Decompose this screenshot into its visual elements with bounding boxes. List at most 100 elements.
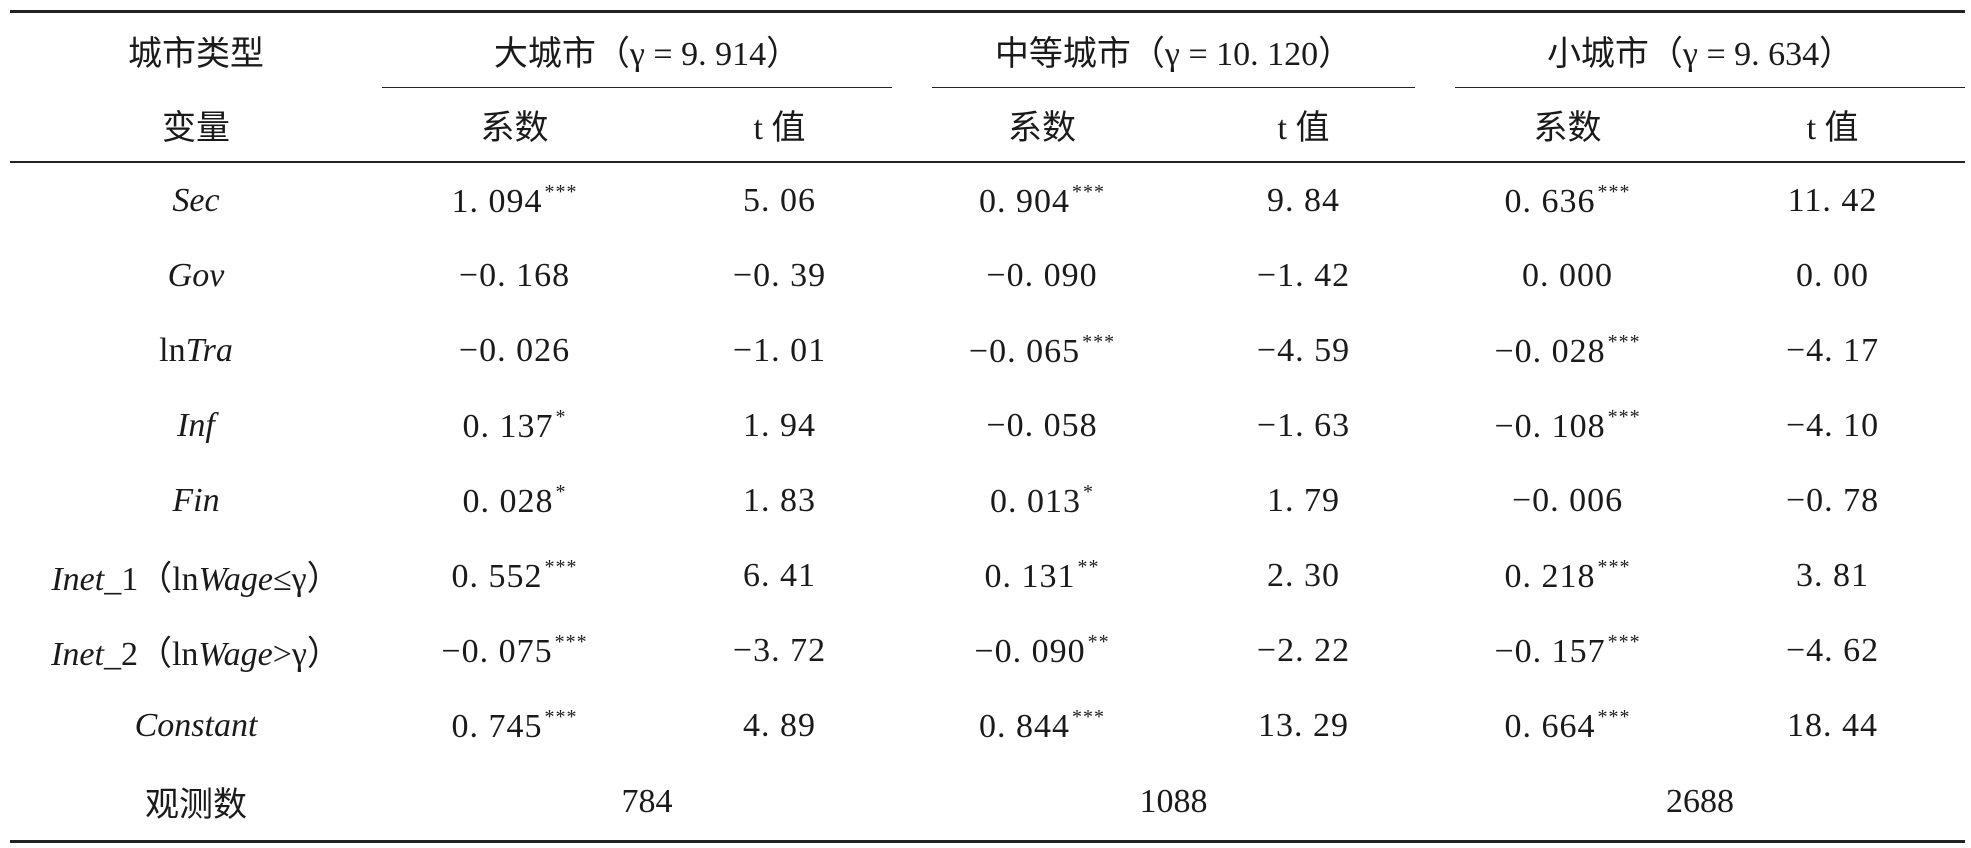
- coefficient-cell: −0. 075 ***: [382, 613, 647, 688]
- significance-stars: ***: [1607, 630, 1641, 653]
- variable-name-part: Tra: [185, 331, 233, 369]
- t-value-cell: −2. 22: [1256, 631, 1351, 669]
- table-row: Constant 0. 745 *** 4. 89 0. 844 *** 13. 29 0. …: [10, 688, 1965, 763]
- coefficient-value: 0. 028: [462, 482, 554, 520]
- variable-name-part: Fin: [172, 481, 220, 519]
- coef-header: 系数: [1435, 88, 1701, 163]
- coefficient-cell: −0. 065 ***: [912, 313, 1172, 388]
- coefficient-value: −0. 058: [986, 406, 1098, 444]
- significance-stars: ***: [1082, 330, 1116, 353]
- header-row-groups: 城市类型 大城市（γ = 9. 914） 中等城市（γ = 10. 120） 小…: [10, 10, 1966, 89]
- coefficient-value: −0. 065: [968, 332, 1081, 370]
- variable-name-part: Wage: [198, 636, 273, 673]
- t-value-cell: 1. 94: [743, 406, 816, 444]
- variable-name-part: ln: [159, 331, 186, 369]
- coefficient-value: −0. 168: [458, 256, 571, 294]
- observations-small-city: 2688: [1435, 763, 1966, 843]
- coefficient-value: −0. 090: [974, 632, 1086, 670]
- t-value-cell: −4. 10: [1785, 406, 1880, 444]
- group-header-large-city: 大城市（γ = 9. 914）: [382, 10, 913, 89]
- coefficient-cell: −0. 058: [912, 388, 1172, 463]
- coefficient-cell: −0. 108 ***: [1435, 388, 1700, 463]
- variable-name: Inf: [10, 388, 382, 463]
- coefficient-value: 0. 745: [451, 707, 543, 745]
- group-gamma: （γ = 10. 120）: [1130, 36, 1353, 73]
- variable-name-part: >γ）: [272, 636, 341, 673]
- coefficient-value: 0. 664: [1504, 707, 1596, 745]
- t-value-cell: 0. 00: [1796, 256, 1870, 294]
- coefficient-value: 0. 844: [979, 707, 1071, 745]
- variable-header: 变量: [10, 88, 382, 163]
- variable-name-part: Constant: [134, 706, 258, 744]
- variable-name-part: Gov: [167, 256, 225, 294]
- variable-name-part: ≤γ）: [272, 561, 341, 598]
- coefficient-value: −0. 006: [1511, 481, 1624, 519]
- coefficient-cell: −0. 157 ***: [1435, 613, 1700, 688]
- coefficient-value: −0. 026: [458, 331, 571, 369]
- significance-stars: ***: [544, 555, 578, 578]
- coefficient-cell: 0. 904 ***: [912, 162, 1172, 238]
- significance-stars: ***: [554, 630, 588, 653]
- t-value-cell: 4. 89: [743, 706, 816, 744]
- t-value-cell: 11. 42: [1787, 181, 1878, 219]
- variable-name-part: Inet: [51, 636, 104, 673]
- variable-name: lnTra: [10, 313, 382, 388]
- t-value-cell: 1. 83: [743, 481, 816, 519]
- observations-label: 观测数: [10, 763, 382, 843]
- observations-large-city: 784: [382, 763, 913, 843]
- t-value-cell: 5. 06: [743, 181, 816, 219]
- t-value-cell: 18. 44: [1787, 706, 1879, 744]
- coefficient-cell: 0. 131 **: [912, 538, 1172, 613]
- significance-stars: ***: [1072, 180, 1106, 203]
- table-row: Inf 0. 137 * 1. 94 −0. 058 −1. 63 −0. 108 *** −4…: [10, 388, 1965, 463]
- t-value-cell: 3. 81: [1796, 556, 1870, 594]
- coefficient-value: −0. 157: [1494, 632, 1606, 670]
- variable-name-part: Inf: [177, 406, 215, 444]
- significance-stars: ***: [1607, 405, 1641, 428]
- significance-stars: *: [555, 405, 567, 428]
- significance-stars: **: [1087, 630, 1110, 653]
- coefficient-value: 0. 137: [462, 407, 554, 445]
- variable-name: Sec: [10, 162, 382, 238]
- group-gamma: （γ = 9. 914）: [595, 36, 801, 73]
- coef-header: 系数: [382, 88, 647, 163]
- coefficient-cell: 0. 636 ***: [1435, 162, 1700, 238]
- coefficient-value: −0. 108: [1494, 407, 1606, 445]
- tval-header: t 值: [1172, 88, 1436, 163]
- group-name: 中等城市: [994, 36, 1131, 73]
- coef-header: 系数: [912, 88, 1173, 163]
- t-value-cell: −0. 39: [732, 256, 827, 294]
- coefficient-cell: −0. 026: [382, 313, 647, 388]
- variable-name: Constant: [10, 688, 382, 763]
- coefficient-value: 0. 000: [1522, 256, 1614, 294]
- observations-medium-city: 1088: [912, 763, 1436, 843]
- group-header-medium-city: 中等城市（γ = 10. 120）: [912, 10, 1436, 89]
- coefficient-value: 0. 131: [984, 557, 1076, 595]
- coefficient-cell: −0. 006: [1435, 463, 1700, 538]
- coefficient-cell: 0. 028 *: [382, 463, 647, 538]
- coefficient-cell: 0. 664 ***: [1435, 688, 1700, 763]
- variable-name: Gov: [10, 238, 382, 313]
- significance-stars: ***: [544, 180, 578, 203]
- significance-stars: ***: [1597, 180, 1631, 203]
- coefficient-cell: −0. 168: [382, 238, 647, 313]
- t-value-cell: 13. 29: [1258, 706, 1350, 744]
- regression-table: 城市类型 大城市（γ = 9. 914） 中等城市（γ = 10. 120） 小…: [10, 10, 1966, 843]
- t-value-cell: 9. 84: [1267, 181, 1341, 219]
- table-row: Gov −0. 168 −0. 39 −0. 090 −1. 42 0. 000 0. 00: [10, 238, 1965, 313]
- coefficient-cell: 0. 552 ***: [382, 538, 647, 613]
- group-header-small-city: 小城市（γ = 9. 634）: [1435, 10, 1966, 89]
- coefficient-cell: 0. 000: [1435, 238, 1700, 313]
- variable-name: Fin: [10, 463, 382, 538]
- t-value-cell: 6. 41: [743, 556, 816, 594]
- significance-stars: ***: [1597, 555, 1631, 578]
- t-value-cell: −4. 59: [1256, 331, 1351, 369]
- coefficient-value: 0. 636: [1504, 182, 1596, 220]
- t-value-cell: −3. 72: [732, 631, 827, 669]
- t-value-cell: −1. 01: [732, 331, 827, 369]
- significance-stars: **: [1077, 555, 1100, 578]
- table-row: Fin 0. 028 * 1. 83 0. 013 * 1. 79 −0. 006 −0. 78: [10, 463, 1965, 538]
- t-value-cell: −4. 17: [1785, 331, 1880, 369]
- table-row: Sec 1. 094 *** 5. 06 0. 904 *** 9. 84 0. 636 ***…: [10, 162, 1965, 238]
- significance-stars: ***: [1597, 705, 1631, 728]
